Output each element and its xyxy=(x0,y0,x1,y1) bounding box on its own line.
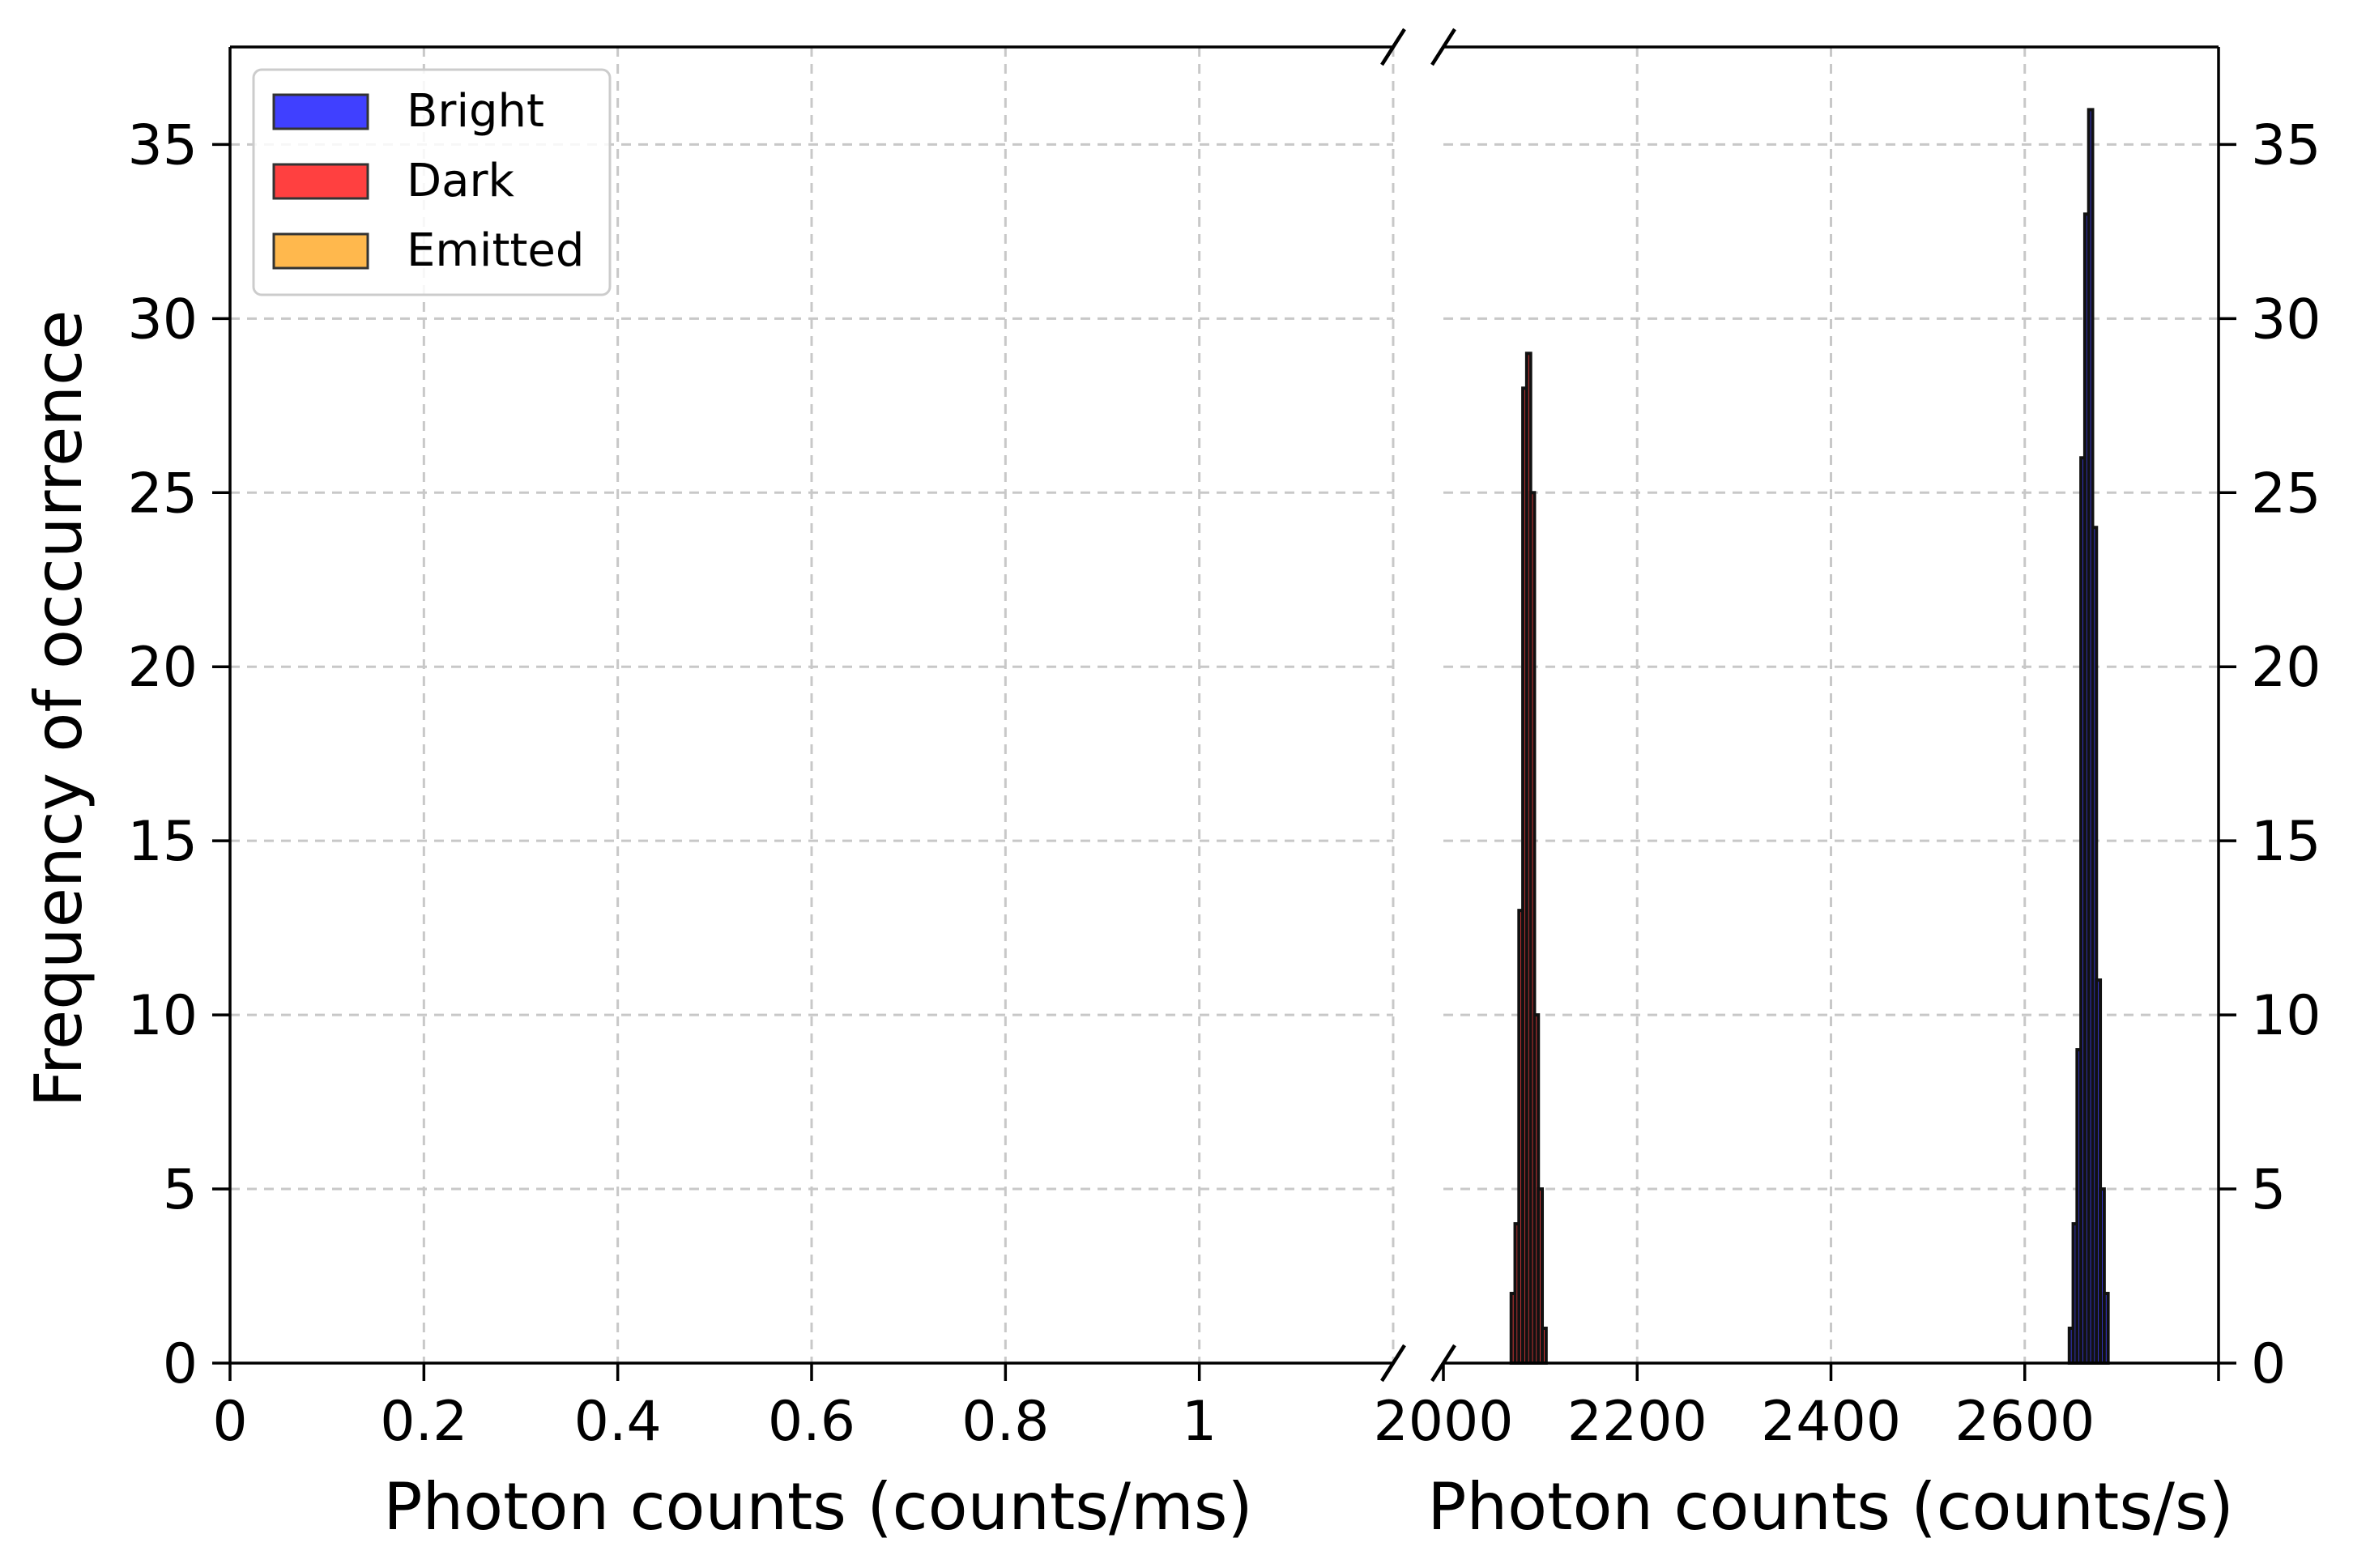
legend: Bright Dark Emitted xyxy=(252,68,612,296)
legend-label-dark: Dark xyxy=(407,155,514,207)
legend-label-bright: Bright xyxy=(407,85,544,138)
legend-swatch-emitted xyxy=(272,232,369,270)
y-tick-label-right: 30 xyxy=(2251,288,2321,352)
y-tick-label-left: 0 xyxy=(163,1332,198,1396)
x-axis-title-right: Photon counts (counts/s) xyxy=(1427,1469,2234,1545)
histogram-bar-dark xyxy=(1541,1327,1548,1366)
y-tick-label-right: 35 xyxy=(2251,113,2321,177)
y-tick-label-left: 35 xyxy=(127,113,198,177)
axes xyxy=(212,28,2236,1383)
grid-lines xyxy=(230,47,2219,1363)
x-tick-label: 2200 xyxy=(1567,1390,1707,1454)
y-tick-label-right: 10 xyxy=(2251,984,2321,1048)
y-tick-label-right: 15 xyxy=(2251,810,2321,874)
axis-break-marker xyxy=(1430,1344,1456,1383)
y-tick-label-left: 25 xyxy=(127,462,198,526)
y-tick-label-left: 5 xyxy=(163,1158,198,1222)
y-axis-title: Frequency of occurrence xyxy=(21,310,96,1108)
axis-break-marker xyxy=(1380,28,1406,66)
legend-label-emitted: Emitted xyxy=(407,224,584,277)
y-tick-label-left: 30 xyxy=(127,288,198,352)
axis-break-marker xyxy=(1430,28,1456,66)
y-tick-label-right: 5 xyxy=(2251,1158,2286,1222)
y-tick-label-right: 20 xyxy=(2251,636,2321,700)
legend-swatch-bright xyxy=(272,93,369,130)
y-tick-label-left: 10 xyxy=(127,984,198,1048)
x-tick-label: 2600 xyxy=(1954,1390,2095,1454)
x-tick-label: 1 xyxy=(1182,1390,1217,1454)
y-tick-label-left: 15 xyxy=(127,810,198,874)
histogram-bars xyxy=(1509,108,2110,1366)
x-tick-label: 0.2 xyxy=(380,1390,467,1454)
legend-swatch-dark xyxy=(272,163,369,200)
histogram-bar-bright xyxy=(2102,1292,2110,1365)
x-tick-label: 0 xyxy=(212,1390,247,1454)
x-axis-title-left: Photon counts (counts/ms) xyxy=(383,1469,1253,1545)
y-tick-label-left: 20 xyxy=(127,636,198,700)
x-tick-label: 0.8 xyxy=(961,1390,1049,1454)
x-tick-label: 0.6 xyxy=(768,1390,855,1454)
axis-break-marker xyxy=(1380,1344,1406,1383)
x-tick-label: 2000 xyxy=(1373,1390,1513,1454)
y-tick-label-right: 0 xyxy=(2251,1332,2286,1396)
y-tick-label-right: 25 xyxy=(2251,462,2321,526)
x-tick-label: 2400 xyxy=(1761,1390,1901,1454)
x-tick-label: 0.4 xyxy=(574,1390,662,1454)
